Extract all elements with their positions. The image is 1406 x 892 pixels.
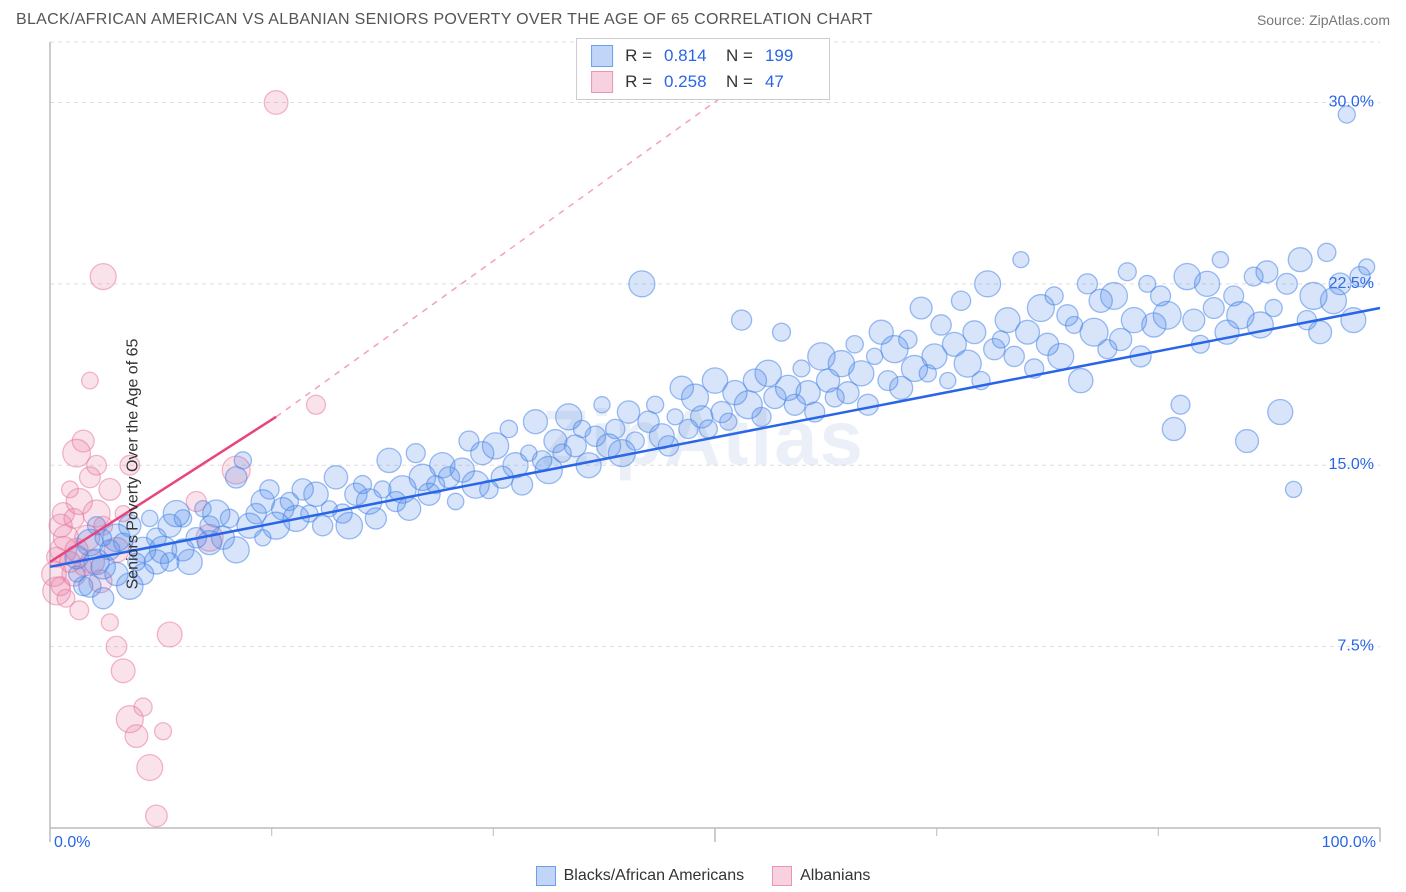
legend-label-blue: Blacks/African Americans (564, 867, 745, 885)
scatter-chart: 7.5%15.0%22.5%30.0% (0, 36, 1406, 892)
legend-label-pink: Albanians (800, 867, 870, 885)
corr-row-blue: R = 0.814 N = 199 (591, 43, 815, 69)
chart-title: BLACK/AFRICAN AMERICAN VS ALBANIAN SENIO… (16, 11, 873, 29)
legend-item-blue: Blacks/African Americans (536, 866, 745, 886)
bottom-legend: Blacks/African Americans Albanians (0, 866, 1406, 886)
n-value-blue: 199 (765, 43, 815, 69)
legend-swatch-blue (536, 866, 556, 886)
n-value-pink: 47 (765, 69, 801, 95)
r-label: R = (625, 43, 652, 69)
r-label: R = (625, 69, 652, 95)
source-prefix: Source: (1257, 12, 1309, 28)
chart-area: Seniors Poverty Over the Age of 65 ZipAt… (0, 36, 1406, 892)
source-name: ZipAtlas.com (1309, 12, 1390, 28)
svg-text:7.5%: 7.5% (1338, 638, 1374, 655)
corr-swatch-pink (591, 71, 613, 93)
r-value-blue: 0.814 (664, 43, 714, 69)
correlation-legend: R = 0.814 N = 199 R = 0.258 N = 47 (576, 38, 830, 100)
x-axis-max-label: 100.0% (1322, 834, 1376, 852)
legend-swatch-pink (772, 866, 792, 886)
legend-item-pink: Albanians (772, 866, 870, 886)
corr-swatch-blue (591, 45, 613, 67)
n-label: N = (726, 43, 753, 69)
x-axis-min-label: 0.0% (54, 834, 90, 852)
r-value-pink: 0.258 (664, 69, 714, 95)
corr-row-pink: R = 0.258 N = 47 (591, 69, 815, 95)
source-credit: Source: ZipAtlas.com (1257, 12, 1390, 28)
n-label: N = (726, 69, 753, 95)
y-axis-label: Seniors Poverty Over the Age of 65 (124, 339, 142, 590)
svg-text:15.0%: 15.0% (1329, 456, 1374, 473)
